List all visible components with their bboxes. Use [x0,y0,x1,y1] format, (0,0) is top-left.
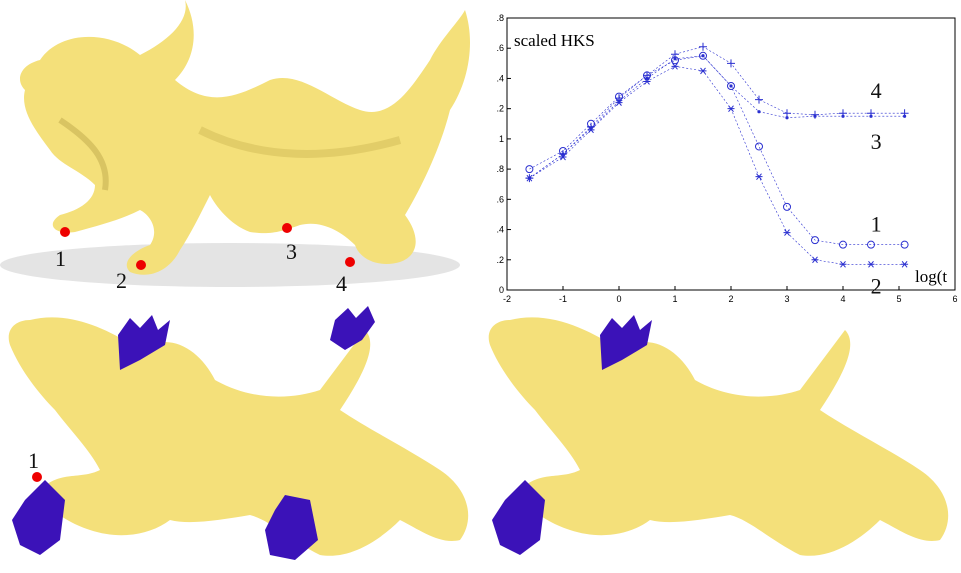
marker [643,71,651,80]
marker [699,51,707,60]
vertex-label: 2 [116,268,127,293]
curve-label: 2 [871,273,882,298]
marker [673,57,677,61]
marker [525,165,534,174]
vertex-label: 4 [336,271,347,296]
vertex-label: 3 [286,239,297,264]
marker [699,42,707,51]
marker [559,150,567,158]
x-tick-label: -2 [503,294,511,304]
curve-label: 1 [871,212,882,237]
x-tick-label: 0 [616,294,621,304]
y-tick-label: .6 [496,194,504,204]
marker [867,240,875,249]
marker [785,116,789,120]
marker [839,240,847,249]
y-tick-label: .2 [496,104,504,114]
x-tick-label: -1 [559,294,567,304]
vertex-dot [136,260,146,270]
y-tick-label: .2 [496,255,504,265]
y-tick-label: 0 [499,285,504,295]
curve-label: 4 [871,78,882,103]
y-tick-label: 1 [499,134,504,144]
y-tick-label: .8 [496,164,504,174]
marker [900,240,909,249]
marker [755,142,763,151]
x-tick-label: 4 [840,294,845,304]
dragon-render-top [0,0,470,287]
marker [755,173,763,180]
vertex-dot [32,472,42,482]
marker [727,82,735,90]
marker [783,202,791,211]
x-axis-label: log(t [915,267,947,286]
marker [525,174,534,183]
marker [839,109,847,118]
marker [727,105,735,112]
y-tick-label: .4 [496,73,504,83]
marker [671,63,679,70]
marker [811,236,819,245]
x-tick-label: 5 [896,294,901,304]
marker [811,110,819,119]
marker [671,50,679,59]
vertex-label: 1 [55,246,66,271]
series-line [529,55,905,179]
marker [701,54,705,58]
marker [615,94,623,103]
vertex-label: 1 [28,448,39,473]
marker [757,110,761,114]
y-tick-label: .6 [496,43,504,53]
y-tick-label: .8 [496,13,504,23]
vertex-markers-top: 1 2 3 4 [55,223,355,296]
marker [755,95,763,104]
marker [587,122,595,131]
curve-label: 3 [871,129,882,154]
x-tick-label: 1 [672,294,677,304]
vertex-dot [282,223,292,233]
y-tick-label: .4 [496,225,504,235]
marker [839,260,847,268]
marker [729,84,733,88]
dragon-render-bottom-left: 1 [8,306,469,560]
plot-frame [506,17,956,291]
marker [699,67,707,75]
marker [811,256,819,264]
series-line [529,46,905,179]
y-axis-label: scaled HKS [514,31,595,50]
marker [867,109,875,118]
x-tick-label: 2 [728,294,733,304]
series-line [529,66,905,265]
marker [901,260,909,268]
marker [900,109,909,118]
marker [783,229,791,236]
marker [867,260,875,268]
marker [783,109,791,118]
vertex-dot [60,227,70,237]
x-tick-label: 3 [784,294,789,304]
vertex-dot [345,257,355,267]
x-tick-label: 6 [952,294,957,304]
marker [727,59,735,68]
hks-chart: scaled HKS log(t -2 -1 0 1 2 3 4 5 6 0 .2 .4 .6 .8 1 .2… [496,13,957,304]
dragon-render-bottom-right [488,315,949,556]
